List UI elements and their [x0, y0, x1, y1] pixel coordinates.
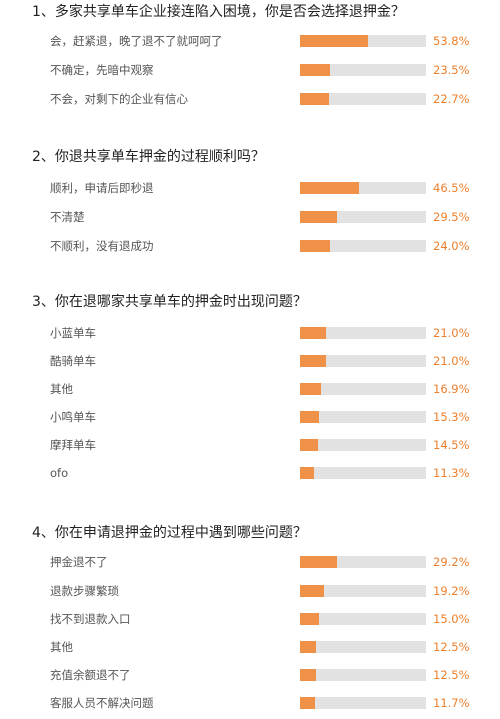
bar-fill	[300, 355, 327, 367]
option-label: 不确定，先暗中观察	[50, 63, 154, 77]
option-row: 小蓝单车 21.0%	[0, 321, 500, 349]
option-label: 押金退不了	[50, 555, 108, 569]
option-row: 不会，对剩下的企业有信心 22.7%	[0, 87, 500, 115]
bar-track	[300, 585, 426, 597]
bar-track	[300, 697, 426, 709]
bar-track	[300, 240, 426, 252]
percent-label: 24.0%	[433, 239, 470, 253]
option-label: 不会，对剩下的企业有信心	[50, 92, 188, 106]
bar-track	[300, 93, 426, 105]
option-label: 找不到退款入口	[50, 612, 131, 626]
bar-fill	[300, 383, 322, 395]
percent-label: 22.7%	[433, 92, 470, 106]
option-label: ofo	[50, 466, 69, 480]
bar-fill	[300, 35, 368, 47]
percent-label: 46.5%	[433, 181, 470, 195]
question-title: 3、你在退哪家共享单车的押金时出现问题？	[32, 294, 307, 310]
question-title: 4、你在申请退押金的过程中遇到哪些问题？	[32, 525, 307, 541]
option-label: 充值余额退不了	[50, 668, 131, 682]
option-label: 不清楚	[50, 210, 85, 224]
option-row: 其他 16.9%	[0, 377, 500, 405]
bar-fill	[300, 64, 330, 76]
bar-track	[300, 211, 426, 223]
bar-fill	[300, 327, 327, 339]
option-label: 客服人员不解决问题	[50, 696, 154, 710]
option-row: 客服人员不解决问题 11.7%	[0, 691, 500, 719]
bar-track	[300, 355, 426, 367]
option-row: 摩拜单车 14.5%	[0, 433, 500, 461]
bar-track	[300, 613, 426, 625]
option-label: 其他	[50, 382, 73, 396]
option-label: 顺利，申请后即秒退	[50, 181, 154, 195]
option-row: 酷骑单车 21.0%	[0, 349, 500, 377]
percent-label: 19.2%	[433, 584, 470, 598]
percent-label: 29.5%	[433, 210, 470, 224]
bar-fill	[300, 556, 337, 568]
question-title: 2、你退共享单车押金的过程顺利吗？	[32, 149, 265, 165]
percent-label: 53.8%	[433, 34, 470, 48]
bar-track	[300, 641, 426, 653]
percent-label: 15.3%	[433, 410, 470, 424]
bar-fill	[300, 93, 329, 105]
percent-label: 11.7%	[433, 696, 470, 710]
option-row: ofo 11.3%	[0, 461, 500, 489]
bar-fill	[300, 439, 319, 451]
option-row: 押金退不了 29.2%	[0, 550, 500, 578]
bar-track	[300, 411, 426, 423]
bar-fill	[300, 211, 338, 223]
option-row: 其他 12.5%	[0, 635, 500, 663]
option-row: 会，赶紧退，晚了退不了就呵呵了 53.8%	[0, 29, 500, 57]
option-row: 不确定，先暗中观察 23.5%	[0, 58, 500, 86]
option-row: 不顺利，没有退成功 24.0%	[0, 234, 500, 262]
option-row: 顺利，申请后即秒退 46.5%	[0, 176, 500, 204]
bar-track	[300, 35, 426, 47]
bar-track	[300, 64, 426, 76]
option-label: 小鸣单车	[50, 410, 96, 424]
option-label: 会，赶紧退，晚了退不了就呵呵了	[50, 34, 223, 48]
bar-fill	[300, 641, 316, 653]
bar-fill	[300, 669, 316, 681]
bar-track	[300, 467, 426, 479]
bar-track	[300, 439, 426, 451]
percent-label: 21.0%	[433, 326, 470, 340]
bar-fill	[300, 613, 319, 625]
percent-label: 12.5%	[433, 640, 470, 654]
bar-track	[300, 556, 426, 568]
percent-label: 29.2%	[433, 555, 470, 569]
option-row: 退款步骤繁琐 19.2%	[0, 579, 500, 607]
bar-fill	[300, 182, 359, 194]
bar-fill	[300, 467, 315, 479]
bar-fill	[300, 411, 320, 423]
option-row: 不清楚 29.5%	[0, 205, 500, 233]
percent-label: 16.9%	[433, 382, 470, 396]
option-row: 充值余额退不了 12.5%	[0, 663, 500, 691]
option-label: 小蓝单车	[50, 326, 96, 340]
option-label: 退款步骤繁琐	[50, 584, 119, 598]
option-label: 摩拜单车	[50, 438, 96, 452]
bar-track	[300, 327, 426, 339]
question-title: 1、多家共享单车企业接连陷入困境，你是否会选择退押金？	[32, 4, 405, 20]
bar-fill	[300, 697, 315, 709]
bar-track	[300, 182, 426, 194]
option-label: 酷骑单车	[50, 354, 96, 368]
bar-track	[300, 669, 426, 681]
percent-label: 11.3%	[433, 466, 470, 480]
percent-label: 21.0%	[433, 354, 470, 368]
bar-fill	[300, 585, 325, 597]
bar-fill	[300, 240, 331, 252]
option-label: 其他	[50, 640, 73, 654]
percent-label: 14.5%	[433, 438, 470, 452]
option-label: 不顺利，没有退成功	[50, 239, 154, 253]
percent-label: 15.0%	[433, 612, 470, 626]
bar-track	[300, 383, 426, 395]
option-row: 小鸣单车 15.3%	[0, 405, 500, 433]
option-row: 找不到退款入口 15.0%	[0, 607, 500, 635]
percent-label: 12.5%	[433, 668, 470, 682]
percent-label: 23.5%	[433, 63, 470, 77]
